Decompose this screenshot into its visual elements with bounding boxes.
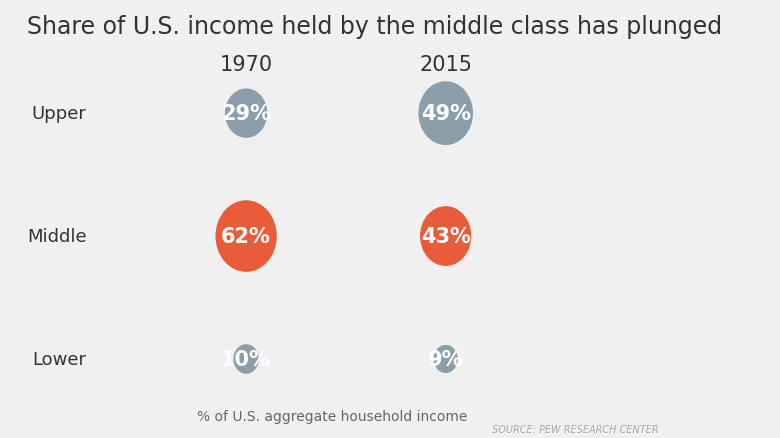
Text: 29%: 29% xyxy=(221,104,271,124)
Text: Middle: Middle xyxy=(27,227,87,246)
Text: 49%: 49% xyxy=(420,104,470,124)
Text: SOURCE: PEW RESEARCH CENTER: SOURCE: PEW RESEARCH CENTER xyxy=(492,424,658,434)
Text: 1970: 1970 xyxy=(219,55,273,75)
Text: 62%: 62% xyxy=(222,226,271,247)
Ellipse shape xyxy=(234,345,258,373)
Text: Upper: Upper xyxy=(32,105,87,123)
Ellipse shape xyxy=(419,83,473,145)
Text: % of U.S. aggregate household income: % of U.S. aggregate household income xyxy=(197,409,468,423)
Ellipse shape xyxy=(434,346,457,372)
Ellipse shape xyxy=(420,207,470,266)
Text: 43%: 43% xyxy=(420,226,470,247)
Text: 9%: 9% xyxy=(428,349,463,369)
Ellipse shape xyxy=(225,90,267,138)
Text: 10%: 10% xyxy=(222,349,271,369)
Text: 2015: 2015 xyxy=(419,55,472,75)
Text: Lower: Lower xyxy=(33,350,87,368)
Ellipse shape xyxy=(216,201,276,272)
Text: Share of U.S. income held by the middle class has plunged: Share of U.S. income held by the middle … xyxy=(27,15,722,39)
